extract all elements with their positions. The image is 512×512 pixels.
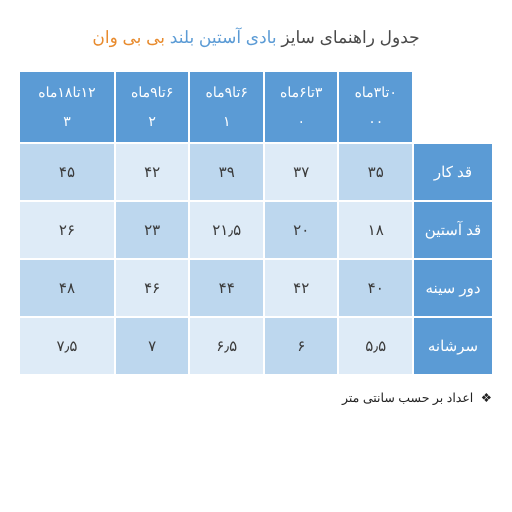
- title-part-1: جدول راهنمای سایز: [281, 28, 419, 47]
- col-age-2: ۶تا۹ماه: [194, 80, 259, 105]
- col-code-4: ۳: [24, 109, 110, 134]
- footnote-text: اعداد بر حسب سانتی متر: [342, 391, 473, 405]
- col-age-1: ۳تا۶ماه: [269, 80, 334, 105]
- col-header-1: ۳تا۶ماه ۰: [264, 71, 339, 143]
- header-row: ۰تا۳ماه ۰۰ ۳تا۶ماه ۰ ۶تا۹ماه ۱ ۶تا۹ماه ۲…: [19, 71, 493, 143]
- cell: ۳۹: [189, 143, 264, 201]
- col-header-2: ۶تا۹ماه ۱: [189, 71, 264, 143]
- diamond-icon: ❖: [481, 391, 492, 405]
- col-code-3: ۲: [120, 109, 185, 134]
- cell: ۲۶: [19, 201, 115, 259]
- col-age-0: ۰تا۳ماه: [343, 80, 408, 105]
- col-age-4: ۱۲تا۱۸ماه: [24, 80, 110, 105]
- cell: ۶٫۵: [189, 317, 264, 375]
- col-header-0: ۰تا۳ماه ۰۰: [338, 71, 413, 143]
- cell: ۴۰: [338, 259, 413, 317]
- cell: ۴۵: [19, 143, 115, 201]
- row-label-3: سرشانه: [413, 317, 493, 375]
- cell: ۴۸: [19, 259, 115, 317]
- col-age-3: ۶تا۹ماه: [120, 80, 185, 105]
- cell: ۶: [264, 317, 339, 375]
- table-row: قد آستین ۱۸ ۲۰ ۲۱٫۵ ۲۳ ۲۶: [19, 201, 493, 259]
- cell: ۴۲: [115, 143, 190, 201]
- cell: ۲۳: [115, 201, 190, 259]
- cell: ۷٫۵: [19, 317, 115, 375]
- row-label-1: قد آستین: [413, 201, 493, 259]
- cell: ۳۵: [338, 143, 413, 201]
- cell: ۲۰: [264, 201, 339, 259]
- title-part-2: بادی آستین بلند: [170, 28, 277, 47]
- col-header-3: ۶تا۹ماه ۲: [115, 71, 190, 143]
- cell: ۵٫۵: [338, 317, 413, 375]
- col-code-0: ۰۰: [343, 109, 408, 134]
- cell: ۳۷: [264, 143, 339, 201]
- cell: ۴۲: [264, 259, 339, 317]
- table-row: دور سینه ۴۰ ۴۲ ۴۴ ۴۶ ۴۸: [19, 259, 493, 317]
- footnote: ❖ اعداد بر حسب سانتی متر: [18, 390, 494, 405]
- table-row: قد کار ۳۵ ۳۷ ۳۹ ۴۲ ۴۵: [19, 143, 493, 201]
- cell: ۷: [115, 317, 190, 375]
- col-header-4: ۱۲تا۱۸ماه ۳: [19, 71, 115, 143]
- col-code-2: ۱: [194, 109, 259, 134]
- row-label-2: دور سینه: [413, 259, 493, 317]
- page-title: جدول راهنمای سایز بادی آستین بلند بی بی …: [92, 28, 419, 48]
- cell: ۲۱٫۵: [189, 201, 264, 259]
- corner-cell: [413, 71, 493, 143]
- cell: ۴۴: [189, 259, 264, 317]
- table-row: سرشانه ۵٫۵ ۶ ۶٫۵ ۷ ۷٫۵: [19, 317, 493, 375]
- cell: ۱۸: [338, 201, 413, 259]
- size-table: ۰تا۳ماه ۰۰ ۳تا۶ماه ۰ ۶تا۹ماه ۱ ۶تا۹ماه ۲…: [18, 70, 494, 376]
- row-label-0: قد کار: [413, 143, 493, 201]
- cell: ۴۶: [115, 259, 190, 317]
- col-code-1: ۰: [269, 109, 334, 134]
- title-part-3: بی بی وان: [92, 28, 165, 47]
